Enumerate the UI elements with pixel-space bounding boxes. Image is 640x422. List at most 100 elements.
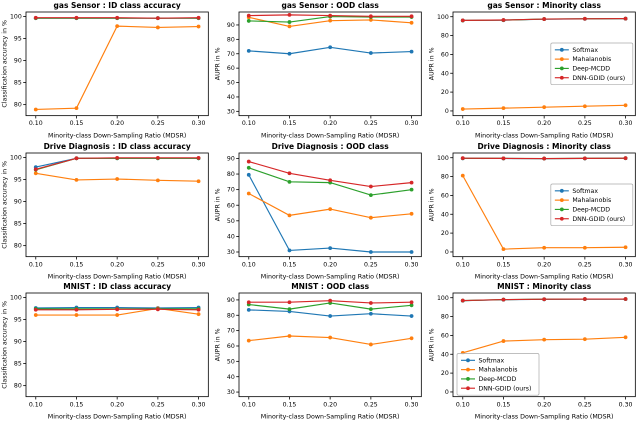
y-tick-label: 85: [14, 220, 22, 227]
data-point-marker: [33, 171, 38, 175]
y-axis-label: Classification accuracy in %: [2, 161, 9, 249]
x-tick-label: 0.30: [405, 120, 419, 127]
data-point-marker: [369, 215, 374, 220]
x-tick-label: 0.25: [364, 402, 378, 409]
x-tick-label: 0.10: [456, 261, 470, 268]
plot-frame: [238, 11, 423, 117]
chart-mnist-minority-class: 0 20 40 60 80 100 AUPR in % 0.10 0.15 0.20 0.25 0.3…: [428, 282, 636, 421]
legend-label: Softmax: [572, 188, 598, 195]
data-point-marker: [74, 15, 79, 20]
x-tick-label: 0.25: [364, 261, 378, 268]
legend-marker-dot: [559, 197, 564, 202]
y-tick-label: 100: [437, 295, 449, 302]
data-point-marker: [541, 17, 546, 21]
chart-title: MNIST : Minority class: [497, 282, 592, 291]
y-tick-label: 90: [227, 155, 235, 162]
y-tick-label: 80: [14, 383, 22, 390]
data-point-marker: [247, 300, 251, 305]
y-tick-label: 60: [441, 333, 449, 340]
chart-title: Drive Diagnosis : ID class accuracy: [44, 141, 191, 150]
data-point-marker: [247, 172, 251, 177]
subplot-gas-sensor-ood-class: 30 40 50 60 70 80 90 AUPR in % 0.10 0.15 0.20 0.25 0…: [213, 0, 426, 141]
y-tick-label: 40: [441, 211, 449, 218]
data-point-marker: [115, 15, 120, 20]
y-tick-label: 60: [441, 192, 449, 199]
y-tick-label: 60: [227, 343, 235, 350]
x-axis-label: Minority-class Down-Sampling Ratio (MDSR…: [48, 132, 186, 139]
x-tick-label: 0.30: [618, 120, 632, 127]
subplot-mnist-ood-class: 30 40 50 60 70 80 90 AUPR in % 0.10 0.15 0.20 0.25 0…: [213, 281, 426, 422]
data-point-marker: [328, 314, 333, 319]
legend-marker-dot: [465, 377, 470, 382]
x-tick-label: 0.30: [618, 402, 632, 409]
data-point-marker: [501, 246, 506, 251]
y-tick-label: 50: [227, 218, 235, 225]
subplot-drive-diagnosis-ood-class: 30 40 50 60 70 80 90 AUPR in % 0.10 0.15 0.20 0.25 0…: [213, 141, 426, 282]
data-point-marker: [328, 245, 333, 250]
x-axis: 0.10 0.15 0.20 0.25 0.30 Minority-class Down-…: [29, 256, 206, 280]
data-point-marker: [287, 20, 292, 24]
series-softmax: [247, 172, 414, 254]
y-tick-label: 80: [227, 36, 235, 43]
legend-box: [456, 353, 540, 396]
x-tick-label: 0.25: [151, 120, 165, 127]
data-point-marker: [247, 19, 251, 23]
x-tick-label: 0.25: [151, 402, 165, 409]
data-point-marker: [541, 338, 546, 342]
y-tick-label: 80: [14, 102, 22, 109]
data-point-marker: [247, 308, 251, 313]
x-axis-label: Minority-class Down-Sampling Ratio (MDSR…: [48, 414, 187, 421]
data-point-marker: [541, 245, 546, 250]
data-point-marker: [328, 45, 333, 50]
y-tick-label: 50: [227, 80, 235, 87]
legend-label: DNN-GDID (ours): [572, 75, 625, 82]
chart-title: MNIST : OOD class: [292, 282, 370, 291]
legend-marker-dot: [559, 216, 564, 221]
data-point-marker: [33, 107, 38, 112]
data-point-marker: [328, 18, 333, 23]
legend-label: Deep-MCDD: [478, 376, 516, 383]
legend-marker-dot: [465, 386, 470, 391]
data-point-marker: [196, 308, 201, 312]
data-point-marker: [74, 313, 79, 318]
legend-label: Deep-MCDD: [572, 206, 610, 213]
legend: Softmax Mahalanobis Deep-MCDD DNN-GDID (our…: [456, 353, 540, 396]
data-point-marker: [409, 180, 414, 185]
series-dnn_gdid: [247, 159, 414, 189]
data-point-marker: [287, 179, 292, 184]
data-point-marker: [369, 342, 374, 347]
data-point-marker: [623, 335, 628, 340]
y-tick-label: 100: [437, 14, 449, 21]
x-tick-label: 0.20: [324, 120, 338, 127]
x-axis: 0.10 0.15 0.20 0.25 0.30 Minority-class Down-…: [456, 115, 632, 139]
y-tick-label: 40: [441, 70, 449, 77]
x-tick-label: 0.20: [324, 261, 338, 268]
data-point-marker: [409, 49, 414, 54]
x-axis: 0.10 0.15 0.20 0.25 0.30 Minority-class Down-…: [29, 396, 206, 421]
data-point-marker: [287, 213, 292, 217]
series-dnn_gdid: [33, 15, 201, 21]
y-tick-label: 40: [441, 352, 449, 359]
y-tick-label: 30: [227, 108, 235, 115]
legend-marker-dot: [559, 47, 564, 52]
data-point-marker: [501, 18, 506, 22]
legend-label: Softmax: [478, 358, 504, 365]
series-dnn_gdid: [33, 155, 201, 171]
x-tick-label: 0.20: [110, 120, 124, 127]
y-tick-label: 20: [441, 371, 449, 378]
x-tick-label: 0.25: [578, 120, 592, 127]
series-dnn_gdid: [460, 16, 628, 23]
data-point-marker: [369, 14, 374, 19]
x-tick-label: 0.15: [496, 402, 510, 409]
y-tick-label: 70: [227, 51, 235, 58]
data-point-marker: [247, 339, 251, 343]
data-point-marker: [582, 16, 587, 21]
data-point-marker: [287, 24, 292, 29]
subplot-gas-sensor-id-class-accuracy: 80 85 90 95 100 Classification accuracy in % 0…: [0, 0, 213, 141]
data-point-marker: [582, 297, 587, 302]
x-tick-label: 0.30: [192, 261, 206, 268]
series-mahalanobis: [247, 334, 414, 347]
data-point-marker: [501, 156, 506, 160]
y-tick-label: 80: [441, 173, 449, 180]
x-axis: 0.10 0.15 0.20 0.25 0.30 Minority-class Down-…: [242, 396, 419, 421]
